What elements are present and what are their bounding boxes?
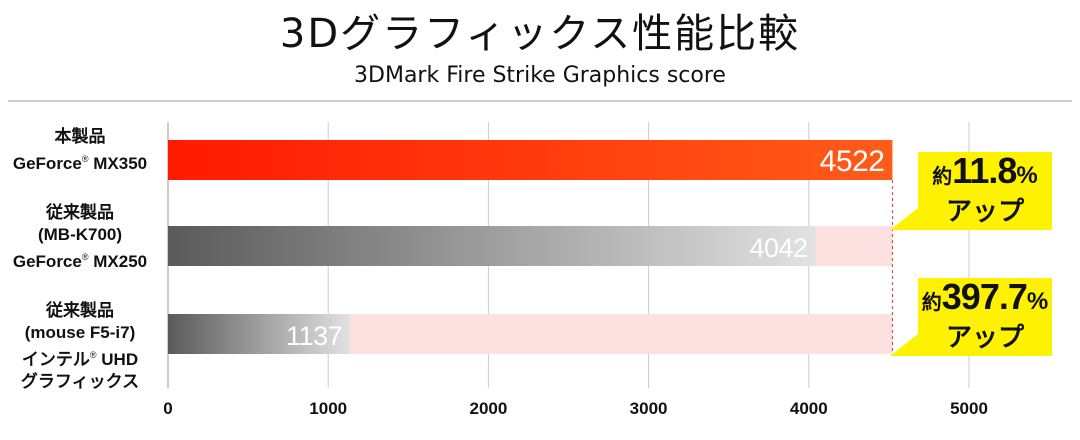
data-label: 4042 [749,233,807,263]
category-label-current: 本製品 GeForce® MX350 [12,127,148,173]
chart-title: 3Dグラフィックス性能比較 [279,11,801,57]
improvement-callout-mx250: 約11.8% アップ [890,152,1052,230]
gap-bar [350,314,893,354]
category-label-previous-f5: 従来製品 (mouse F5-i7) インテル® UHD グラフィックス [20,301,140,391]
data-bar [168,226,816,266]
chart-subtitle: 3DMark Fire Strike Graphics score [354,63,726,88]
x-tick-label: 4000 [790,399,828,418]
x-tick-label: 2000 [469,399,507,418]
callout-shape [890,278,1052,356]
x-tick-label: 1000 [309,399,347,418]
data-label: 1137 [286,321,342,351]
data-bar [168,140,893,180]
x-tick-label: 3000 [630,399,668,418]
improvement-callout-uhd: 約397.7% アップ [890,278,1052,356]
x-tick-label: 0 [163,399,172,418]
gap-bar [815,226,893,266]
data-bar [168,314,351,354]
x-tick-label: 5000 [950,399,988,418]
category-label-previous-mbk700: 従来製品 (MB-K700) GeForce® MX250 [12,203,148,271]
callout-shape [890,152,1052,230]
title-divider [8,100,1072,102]
data-label: 4522 [820,145,885,178]
